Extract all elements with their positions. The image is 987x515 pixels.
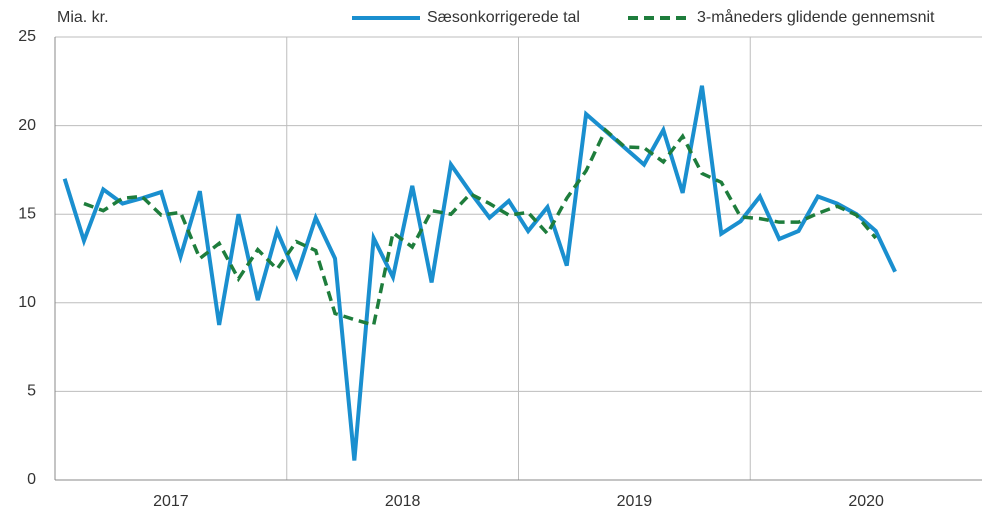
y-tick-label: 20 [18,117,36,134]
y-tick-label: 0 [27,471,36,488]
y-tick-label: 15 [18,205,36,222]
x-tick-label: 2018 [385,493,421,510]
y-tick-label: 10 [18,294,36,311]
series-line [83,127,878,328]
legend-label: Sæsonkorrigerede tal [427,9,580,26]
series-line [62,85,897,461]
x-tick-label: 2020 [848,493,884,510]
x-tick-label: 2019 [617,493,653,510]
x-tick-label: 2017 [153,493,189,510]
unit-label: Mia. kr. [57,9,109,26]
y-tick-label: 5 [27,383,36,400]
y-tick-label: 25 [18,28,36,45]
legend-label: 3-måneders glidende gennemsnit [697,8,935,26]
